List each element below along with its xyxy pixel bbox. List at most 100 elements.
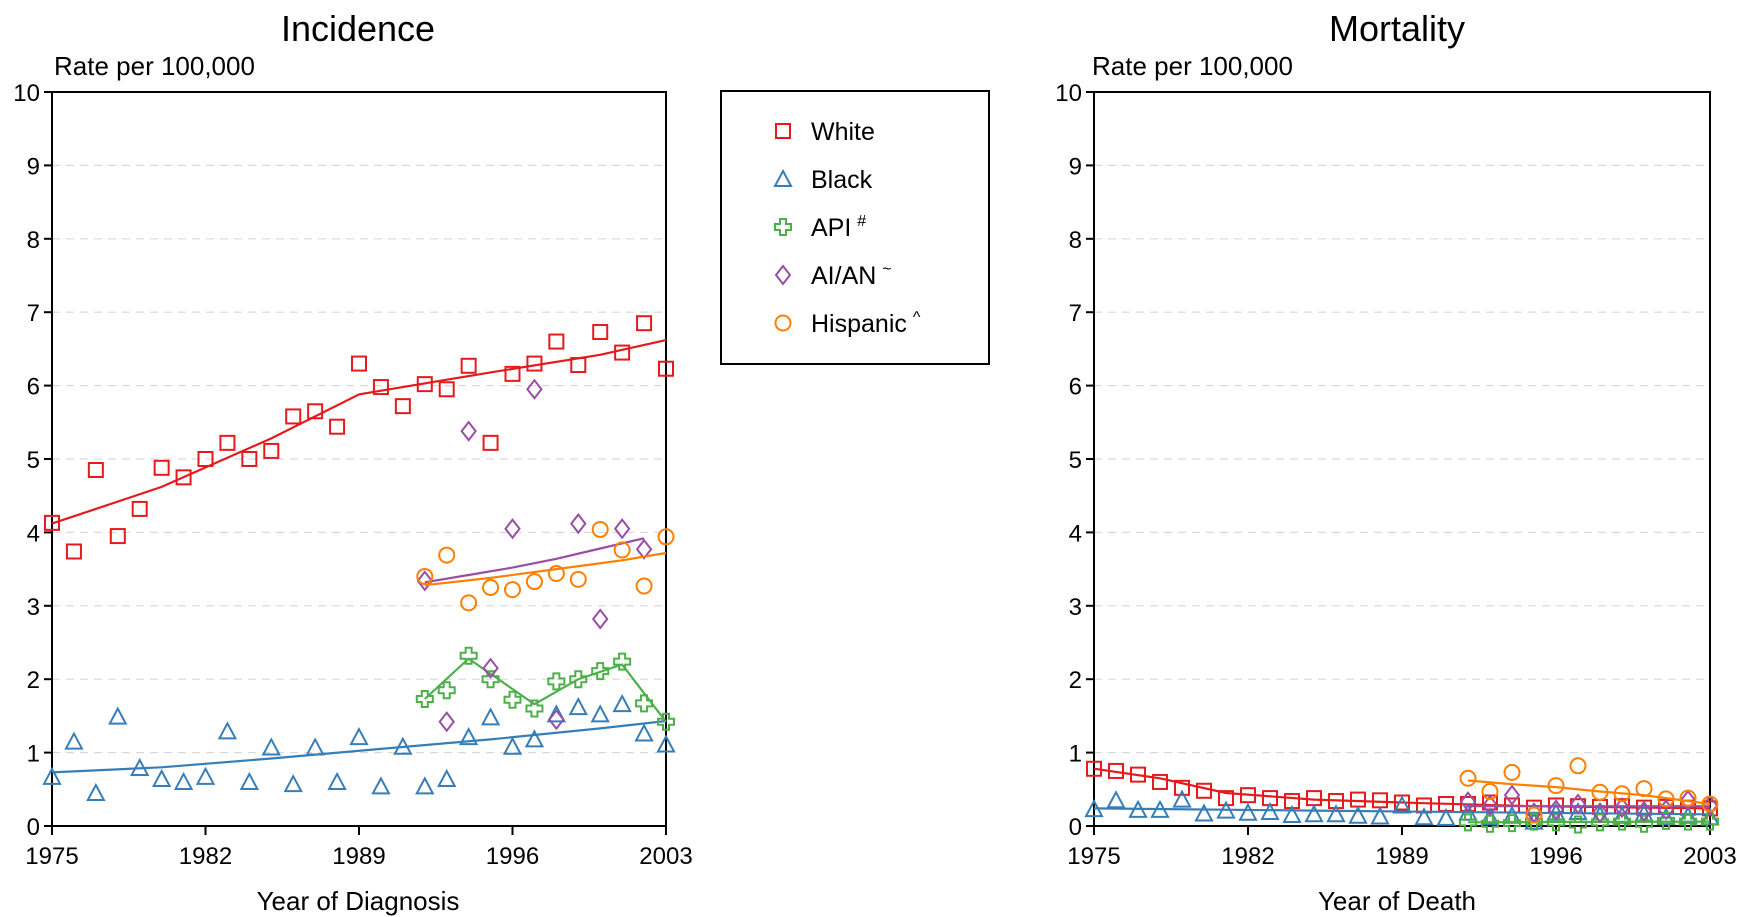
incidence-point-white (394, 398, 411, 415)
incidence-y-tick-label: 9 (27, 153, 40, 180)
mortality-point-black (1106, 790, 1126, 809)
incidence-point-aian (548, 708, 565, 731)
incidence-point-white (351, 355, 367, 372)
incidence-point-white (109, 528, 126, 545)
incidence-series-white (44, 315, 674, 560)
incidence-point-black (590, 704, 610, 723)
incidence-point-black (458, 727, 479, 746)
mortality-point-black (1282, 804, 1302, 823)
incidence-point-white (504, 365, 521, 382)
mortality-point-hispanic (1569, 757, 1587, 775)
mortality-point-white (1108, 762, 1124, 779)
incidence-point-hispanic (482, 578, 500, 596)
mortality-point-white (1240, 787, 1256, 804)
mortality-point-black (1304, 804, 1324, 823)
incidence-trend-line-white (51, 339, 667, 525)
incidence-point-black (86, 782, 106, 801)
square-icon (775, 123, 791, 139)
incidence-point-black (195, 766, 216, 785)
incidence-series-hispanic (416, 520, 675, 612)
incidence-point-hispanic (547, 565, 565, 583)
mortality-point-hispanic (1701, 795, 1719, 813)
incidence-point-white (636, 315, 653, 332)
incidence-x-tick-label: 2003 (639, 843, 692, 870)
incidence-point-black (151, 768, 172, 788)
mortality-point-black (1084, 798, 1104, 818)
incidence-point-white (175, 469, 192, 486)
mortality-y-tick-label: 10 (1055, 80, 1082, 107)
mortality-y-tick-label: 9 (1069, 153, 1082, 180)
mortality-x-tick-label: 2003 (1683, 843, 1736, 870)
incidence-x-tick-label: 1975 (25, 843, 78, 870)
incidence-y-tick-label: 1 (27, 741, 40, 768)
incidence-y-tick-label: 7 (27, 300, 40, 327)
incidence-point-black (130, 757, 150, 777)
incidence-title: Incidence (281, 8, 435, 49)
mortality-point-black (1348, 805, 1368, 824)
incidence-y-tick-label: 2 (27, 667, 40, 694)
incidence-series-api (415, 646, 675, 731)
incidence-y-tick-label: 6 (27, 374, 40, 401)
incidence-point-hispanic (591, 520, 609, 538)
triangle-icon (773, 168, 793, 187)
incidence-point-black (502, 736, 523, 755)
incidence-trend-line-black (51, 719, 667, 774)
mortality-point-aian (1547, 799, 1565, 821)
incidence-point-hispanic (438, 546, 456, 564)
incidence-point-black (173, 771, 194, 790)
mortality-point-white (1306, 790, 1322, 807)
incidence-point-black (261, 737, 281, 756)
incidence-point-black (546, 704, 567, 723)
incidence-y-tick-label: 4 (27, 520, 40, 547)
mortality-point-black (1128, 799, 1148, 818)
mortality-point-aian (1569, 793, 1587, 815)
incidence-point-black (305, 737, 325, 756)
incidence-point-aian (438, 711, 455, 733)
incidence-point-aian (635, 538, 653, 560)
incidence-point-aian (526, 378, 543, 400)
mortality-point-api (1657, 811, 1675, 830)
mortality-point-api (1459, 813, 1477, 832)
mortality-x-tick-label: 1975 (1067, 843, 1120, 870)
legend-box (720, 90, 990, 365)
mortality-point-black (1150, 799, 1170, 818)
mortality-point-white (1218, 790, 1234, 807)
incidence-point-white (285, 408, 302, 425)
incidence-point-api (591, 662, 610, 681)
incidence-point-white (197, 451, 214, 467)
mortality-series-hispanic (1459, 757, 1719, 824)
incidence-x-tick-label: 1989 (332, 843, 385, 870)
incidence-x-axis-label: Year of Diagnosis (257, 886, 460, 916)
mortality-point-hispanic (1679, 789, 1697, 807)
mortality-point-black (1568, 801, 1588, 821)
mortality-trend-line-hispanic (1467, 779, 1711, 806)
incidence-point-aian (504, 518, 521, 540)
mortality-point-white (1350, 791, 1366, 808)
mortality-point-black (1216, 800, 1236, 819)
mortality-point-white (1130, 766, 1146, 783)
incidence-point-api (459, 646, 478, 665)
mortality-point-black (1414, 807, 1434, 826)
mortality-point-white (1086, 760, 1102, 777)
mortality-point-white (1372, 792, 1388, 809)
mortality-y-tick-label: 8 (1069, 227, 1082, 254)
mortality-point-black (1260, 801, 1280, 821)
mortality-x-tick-label: 1982 (1221, 843, 1274, 870)
incidence-point-aian (591, 608, 609, 630)
incidence-point-white (416, 376, 433, 393)
mortality-point-black (1238, 802, 1258, 821)
incidence-point-api (657, 712, 675, 731)
incidence-x-tick-label: 1982 (179, 843, 232, 870)
incidence-point-white (263, 442, 280, 459)
incidence-point-white (131, 500, 148, 517)
mortality-point-black (1326, 804, 1346, 823)
legend-item-hispanic: Hispanic ^ (774, 309, 921, 338)
mortality-point-hispanic (1481, 783, 1499, 801)
mortality-point-hispanic (1657, 790, 1675, 808)
mortality-point-aian (1591, 802, 1609, 824)
incidence-point-hispanic (569, 570, 587, 588)
mortality-y-tick-label: 3 (1069, 594, 1082, 621)
incidence-y-tick-label: 0 (27, 814, 40, 841)
mortality-point-api (1547, 813, 1565, 832)
